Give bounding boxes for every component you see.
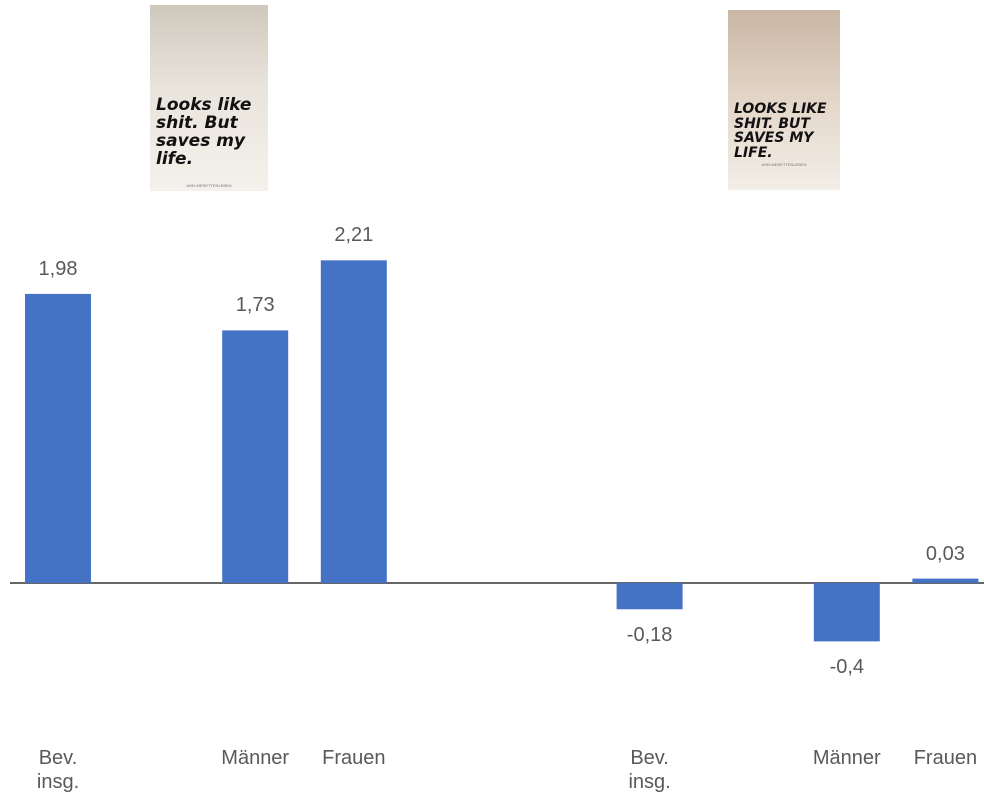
x-tick-label: Männer — [812, 747, 881, 769]
data-label: 0,03 — [925, 542, 965, 565]
x-tick-label: Männer — [221, 747, 290, 769]
x-tick-label: Bev. insg. — [36, 747, 80, 793]
data-label: 2,21 — [334, 224, 374, 247]
poster-image: LOOKS LIKE SHIT. BUT SAVES MY LIFE. #HEL… — [728, 10, 840, 190]
data-label: 1,73 — [235, 294, 275, 317]
bar — [912, 578, 979, 583]
data-label: 1,98 — [38, 257, 78, 280]
poster-hashtag: #HELMERETTENLEBEN — [761, 162, 807, 167]
bar — [616, 583, 683, 610]
data-label: -0,18 — [626, 624, 673, 647]
poster-hashtag: #HELMERETTENLEBEN — [186, 183, 232, 188]
bar — [320, 260, 387, 583]
poster-caption: LOOKS LIKE SHIT. BUT SAVES MY LIFE. — [734, 101, 827, 162]
data-label: -0,4 — [829, 656, 865, 679]
bar — [222, 330, 289, 583]
bar — [813, 583, 880, 642]
x-tick-label: Frauen — [913, 747, 978, 769]
poster-image: Looks like shit. But saves my life. #HEL… — [150, 5, 268, 191]
x-tick-label: Frauen — [322, 747, 386, 769]
x-tick-label: Bev. insg. — [628, 747, 671, 793]
poster-caption: Looks like shit. But saves my life. — [156, 95, 252, 169]
bar — [25, 293, 91, 583]
